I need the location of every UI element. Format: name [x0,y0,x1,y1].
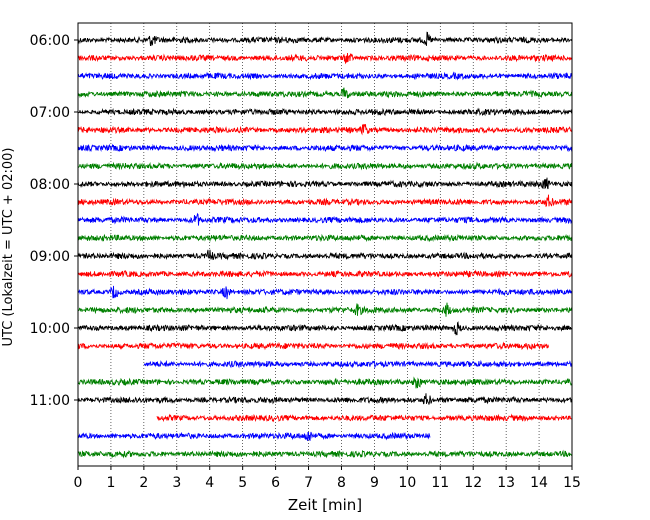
x-tick-label: 5 [238,475,247,491]
x-axis: 0 1 2 3 4 5 6 7 8 9 10 11 12 13 14 15 [74,466,581,491]
trace-line [77,52,573,65]
x-tick-label: 0 [74,475,83,491]
trace-line [77,249,573,261]
x-tick-label: 10 [398,475,416,491]
trace-line [77,321,573,336]
x-tick-label: 12 [464,475,482,491]
trace-line [77,107,573,117]
trace-line [77,341,549,351]
x-tick-label: 2 [139,475,148,491]
x-axis-label: Zeit [min] [288,496,362,514]
y-axis: 06:00 07:00 08:00 09:00 10:00 11:00 [30,33,78,409]
trace-line [77,143,573,153]
trace-line [77,177,573,190]
y-tick-label: 06:00 [30,33,70,49]
x-tick-label: 14 [530,475,548,491]
x-tick-label: 3 [172,475,181,491]
y-tick-label: 07:00 [30,105,70,121]
trace-line [77,285,573,300]
trace-line [77,449,573,459]
y-tick-label: 11:00 [30,393,70,409]
x-tick-label: 13 [497,475,515,491]
x-tick-label: 8 [337,475,346,491]
trace-line [77,212,573,226]
trace-line [77,393,573,405]
x-tick-label: 15 [563,475,581,491]
trace-line [77,87,573,99]
grid-lines [110,23,540,466]
y-tick-label: 10:00 [30,321,70,337]
traces [77,31,573,459]
x-tick-label: 7 [304,475,313,491]
trace-line [77,71,573,81]
trace-line [156,413,572,423]
trace-line [77,431,431,441]
trace-line [77,194,573,207]
x-tick-label: 6 [271,475,280,491]
trace-line [77,161,573,171]
y-tick-label: 09:00 [30,249,70,265]
trace-line [77,123,573,136]
trace-line [77,31,573,47]
trace-line [143,359,573,369]
x-tick-label: 4 [205,475,214,491]
x-tick-label: 1 [106,475,115,491]
y-axis-label: UTC (Lokalzeit = UTC + 02:00) [1,148,16,347]
trace-line [77,233,573,243]
x-tick-label: 11 [431,475,449,491]
plot-frame [77,22,573,467]
y-tick-label: 08:00 [30,177,70,193]
trace-line [77,376,573,389]
trace-line [77,302,573,317]
trace-line [77,269,573,278]
x-tick-label: 9 [370,475,379,491]
